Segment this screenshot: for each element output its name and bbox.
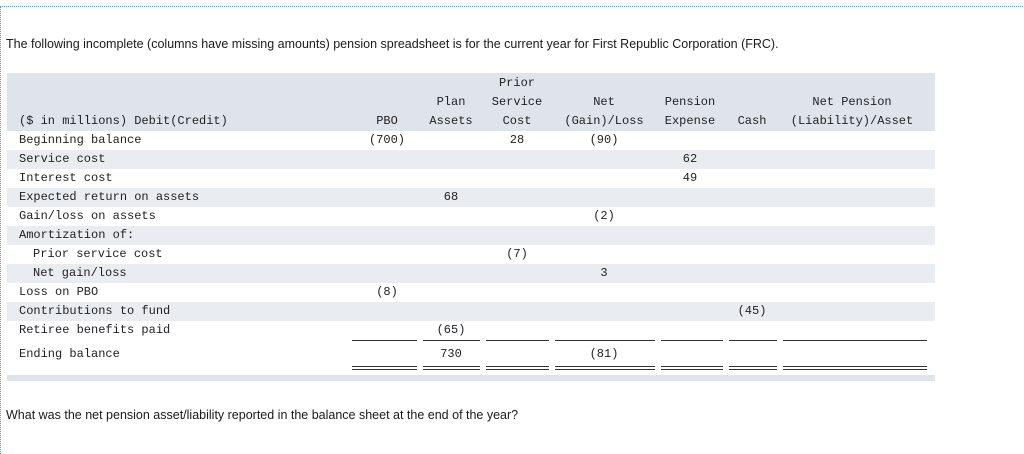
cell-plan-assets: 730 (440, 347, 462, 361)
row-label: Loss on PBO (19, 285, 99, 299)
column-header-net-pension: (Liability)/Asset (790, 114, 914, 128)
table-row: Amortization of: (7, 226, 935, 245)
content-frame (0, 6, 1023, 454)
row-label: Gain/loss on assets (19, 209, 156, 223)
table-row: Contributions to fund (45) (7, 302, 935, 321)
cell-pbo: (700) (368, 133, 405, 147)
cell-prior-service-cost: 28 (509, 133, 525, 147)
question-text: What was the net pension asset/liability… (6, 408, 519, 422)
intro-text: The following incomplete (columns have m… (6, 37, 779, 51)
column-header-plan-assets: Plan (436, 95, 466, 109)
table-row: Beginning balance (700) 28 (90) (7, 131, 935, 150)
cell-net-gain-loss: (90) (589, 133, 619, 147)
double-underline (486, 366, 549, 370)
cell-prior-service-cost: (7) (506, 247, 528, 261)
header-label: ($ in millions) Debit(Credit) (19, 114, 228, 128)
column-header-net-gain-loss: (Gain)/Loss (564, 114, 644, 128)
cell-cash: (45) (737, 304, 767, 318)
pension-spreadsheet: ($ in millions) Debit(Credit) PBO Plan Asse… (7, 73, 935, 381)
table-row: Loss on PBO (8) (7, 283, 935, 302)
row-label: Net gain/loss (33, 266, 127, 280)
underline (729, 340, 777, 341)
column-header-pension-expense: Pension (664, 95, 716, 109)
double-underline (783, 366, 927, 370)
cell-pbo: (8) (376, 285, 398, 299)
underline (486, 340, 549, 341)
column-header-net-gain-loss: Net (593, 95, 615, 109)
table-row: Prior service cost (7) (7, 245, 935, 264)
cell-net-gain-loss: (2) (593, 209, 615, 223)
column-header-prior-service-cost: Prior (498, 76, 535, 90)
underline (423, 340, 480, 341)
column-header-pension-expense: Expense (664, 114, 716, 128)
underline (555, 340, 655, 341)
double-underline (352, 366, 417, 370)
row-label: Ending balance (19, 347, 120, 361)
underline (783, 340, 927, 341)
total-row: Ending balance 730 (81) (7, 345, 935, 364)
double-underline (423, 366, 480, 370)
table-row: Retiree benefits paid (65) (7, 321, 935, 340)
table-row: Net gain/loss 3 (7, 264, 935, 283)
column-header-net-pension: Net Pension (812, 95, 892, 109)
underline (352, 340, 417, 341)
table-row: Interest cost 49 (7, 169, 935, 188)
footer-band (7, 375, 935, 381)
row-label: Prior service cost (33, 247, 163, 261)
table-row: Service cost 62 (7, 150, 935, 169)
row-label: Interest cost (19, 171, 113, 185)
row-label: Expected return on assets (19, 190, 200, 204)
double-underline (729, 366, 777, 370)
column-header-pbo: PBO (376, 114, 398, 128)
row-label: Service cost (19, 152, 106, 166)
cell-pension-expense: 49 (682, 171, 698, 185)
row-label: Retiree benefits paid (19, 323, 171, 337)
cell-net-gain-loss: 3 (600, 266, 608, 280)
cell-plan-assets: 68 (443, 190, 459, 204)
cell-plan-assets: (65) (436, 323, 466, 337)
row-label: Amortization of: (19, 228, 135, 242)
double-underline (555, 366, 655, 370)
table-row: Expected return on assets 68 (7, 188, 935, 207)
header-band (7, 73, 935, 131)
column-header-prior-service-cost: Cost (502, 114, 532, 128)
column-header-plan-assets: Assets (429, 114, 473, 128)
cell-pension-expense: 62 (682, 152, 698, 166)
table-row: Gain/loss on assets (2) (7, 207, 935, 226)
underline (661, 340, 723, 341)
cell-net-gain-loss: (81) (589, 347, 619, 361)
column-header-prior-service-cost: Service (491, 95, 543, 109)
row-label: Beginning balance (19, 133, 142, 147)
column-header-cash: Cash (737, 114, 767, 128)
row-label: Contributions to fund (19, 304, 171, 318)
double-underline (661, 366, 723, 370)
